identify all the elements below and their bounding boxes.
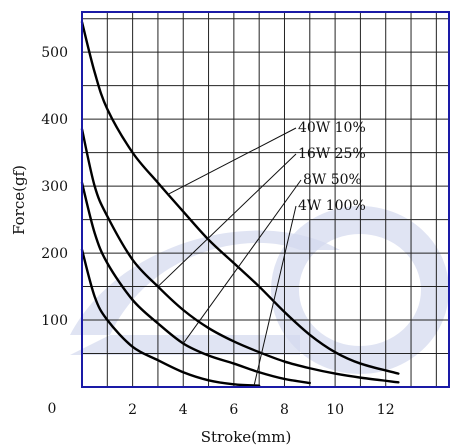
plot-border <box>81 11 450 388</box>
y-tick-label: 500 <box>41 45 68 61</box>
legend-label: 8W 50% <box>303 172 362 188</box>
legend-label: 4W 100% <box>298 198 366 214</box>
y-tick-label: 300 <box>41 179 68 195</box>
legend: 40W 10% 16W 25% 8W 50% 4W 100% <box>298 120 366 214</box>
x-tick-label: 2 <box>128 402 137 418</box>
y-axis-title: Force(gf) <box>10 165 28 235</box>
y-tick-label: 400 <box>41 112 68 128</box>
x-tick-label: 4 <box>179 402 188 418</box>
curves <box>80 20 400 387</box>
leader-line <box>253 205 297 386</box>
series-line-3 <box>80 181 311 385</box>
y-tick-label: 100 <box>41 313 68 329</box>
legend-leader-lines <box>157 127 302 386</box>
leader-line <box>157 153 297 287</box>
series-line-1 <box>80 20 400 375</box>
series-line-2 <box>80 127 400 384</box>
y-tick-label: 200 <box>41 246 68 262</box>
x-tick-label: 12 <box>377 402 395 418</box>
x-tick-label: 10 <box>326 402 344 418</box>
legend-label: 40W 10% <box>298 120 366 136</box>
origin-label: 0 <box>48 401 57 417</box>
plot-frame <box>81 11 450 388</box>
x-axis-title: Stroke(mm) <box>201 428 292 445</box>
leader-line <box>182 179 302 344</box>
y-tick-labels: 100 200 300 400 500 <box>41 45 68 329</box>
series-line-4 <box>80 248 261 387</box>
x-tick-label: 8 <box>280 402 289 418</box>
grid <box>82 12 449 387</box>
leader-line <box>167 127 297 195</box>
legend-label: 16W 25% <box>298 146 366 162</box>
x-tick-labels: 2 4 6 8 10 12 <box>128 402 394 418</box>
x-tick-label: 6 <box>229 402 238 418</box>
